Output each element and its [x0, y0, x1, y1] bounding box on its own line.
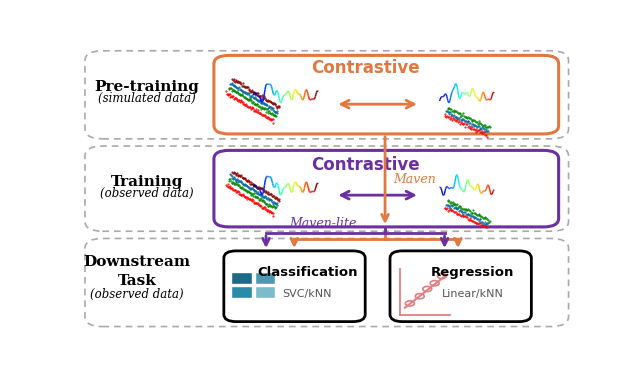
- Text: Linear/kNN: Linear/kNN: [442, 289, 504, 299]
- FancyBboxPatch shape: [85, 238, 568, 327]
- Text: Contrastive: Contrastive: [311, 156, 419, 174]
- FancyBboxPatch shape: [390, 251, 531, 322]
- FancyBboxPatch shape: [214, 150, 559, 227]
- Text: SVC/kNN: SVC/kNN: [282, 289, 332, 299]
- Text: (simulated data): (simulated data): [98, 92, 196, 105]
- Text: Maven: Maven: [394, 173, 436, 186]
- FancyBboxPatch shape: [85, 146, 568, 231]
- FancyBboxPatch shape: [224, 251, 365, 322]
- Text: Classification: Classification: [257, 266, 357, 279]
- Text: Pre-training: Pre-training: [95, 80, 200, 94]
- Bar: [255, 285, 275, 298]
- FancyBboxPatch shape: [85, 51, 568, 139]
- Text: Contrastive: Contrastive: [311, 59, 419, 77]
- Bar: [255, 272, 275, 284]
- Bar: [231, 285, 252, 298]
- Text: Downstream
Task: Downstream Task: [83, 255, 191, 288]
- Text: Training: Training: [111, 175, 183, 189]
- Text: Regression: Regression: [431, 266, 515, 279]
- Text: (observed data): (observed data): [90, 288, 184, 301]
- Text: Maven-lite: Maven-lite: [289, 217, 356, 230]
- Bar: [231, 272, 252, 284]
- Text: (observed data): (observed data): [100, 187, 194, 200]
- FancyBboxPatch shape: [214, 56, 559, 134]
